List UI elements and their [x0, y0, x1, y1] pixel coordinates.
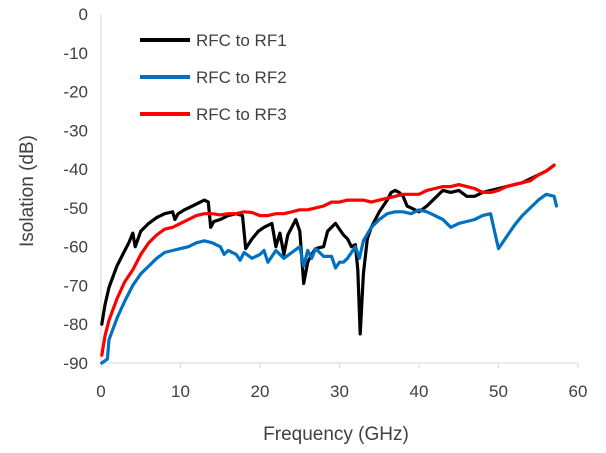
series-line-2 — [100, 192, 559, 365]
y-tick-label: -70 — [63, 276, 88, 295]
y-tick-label: -80 — [63, 315, 88, 334]
x-axis-title: Frequency (GHz) — [263, 424, 409, 445]
y-tick-label: -50 — [63, 199, 88, 218]
x-tick-label: 40 — [410, 382, 429, 401]
y-tick-label: -60 — [63, 238, 88, 257]
x-tick-label: 30 — [330, 382, 349, 401]
series-lines — [100, 163, 559, 365]
y-tick-label: -40 — [63, 160, 88, 179]
legend: RFC to RF1 RFC to RF2 RFC to RF3 — [140, 31, 287, 124]
legend-label: RFC to RF3 — [196, 105, 287, 124]
y-axis: 0 -10 -20 -30 -40 -50 -60 -70 -80 -90 — [63, 5, 102, 373]
x-tick-label: 60 — [569, 382, 588, 401]
y-tick-label: -10 — [63, 44, 88, 63]
x-tick-label: 10 — [171, 382, 190, 401]
series-line-1 — [100, 163, 556, 336]
x-tick-label: 20 — [251, 382, 270, 401]
y-tick-label: -30 — [63, 121, 88, 140]
x-tick-label: 0 — [96, 382, 105, 401]
x-axis: 0 10 20 30 40 50 60 — [96, 362, 588, 401]
legend-label: RFC to RF1 — [196, 31, 287, 50]
legend-label: RFC to RF2 — [196, 68, 287, 87]
series-line-3 — [100, 163, 556, 357]
y-axis-title: Isolation (dB) — [17, 135, 38, 247]
y-tick-label: 0 — [79, 5, 88, 24]
y-tick-label: -20 — [63, 83, 88, 102]
x-tick-label: 50 — [489, 382, 508, 401]
y-tick-label: -90 — [63, 354, 88, 373]
